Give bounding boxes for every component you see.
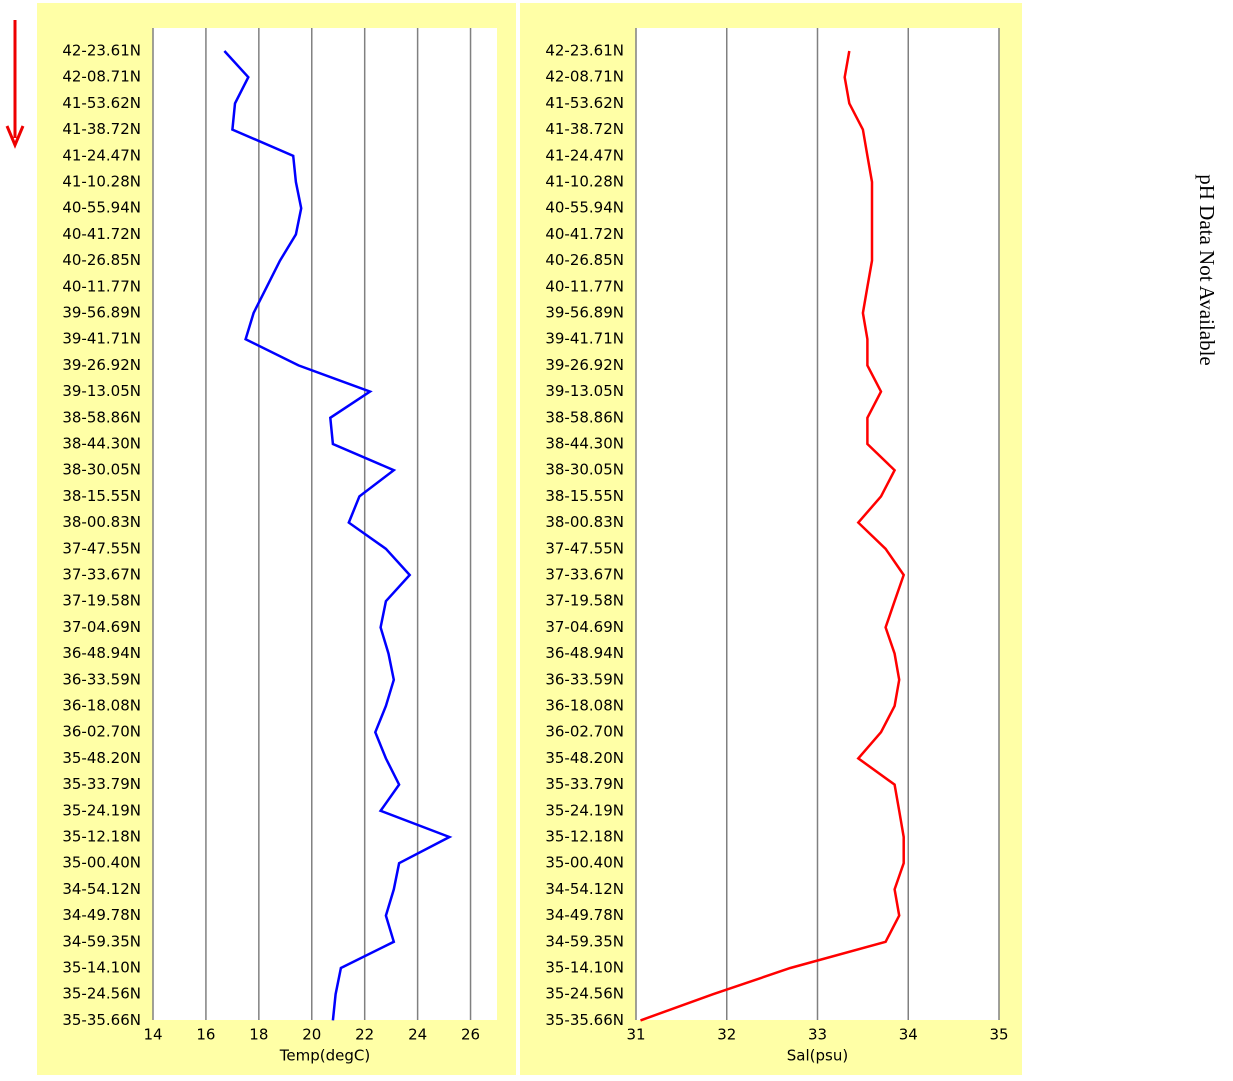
y-tick-label: 41-24.47N	[62, 146, 141, 164]
y-tick-label: 38-00.83N	[62, 513, 141, 531]
y-tick-label: 35-33.79N	[545, 775, 624, 793]
data-line	[640, 50, 906, 1022]
y-tick-label: 35-00.40N	[545, 854, 624, 872]
y-tick-label: 37-04.69N	[545, 618, 624, 636]
y-tick-label: 35-14.10N	[62, 959, 141, 977]
y-tick-label: 41-24.47N	[545, 146, 624, 164]
y-tick-label: 40-26.85N	[62, 251, 141, 269]
x-axis-label: Temp(degC)	[279, 1047, 370, 1065]
y-tick-label: 34-54.12N	[62, 880, 141, 898]
y-tick-label: 39-56.89N	[545, 304, 624, 322]
y-tick-label: 36-48.94N	[545, 644, 624, 662]
y-tick-label: 40-41.72N	[62, 225, 141, 243]
y-tick-label: 37-47.55N	[545, 539, 624, 557]
y-tick-label: 40-11.77N	[545, 277, 624, 295]
y-tick-label: 38-00.83N	[545, 513, 624, 531]
x-tick-label: 18	[249, 1026, 268, 1044]
y-tick-label: 35-24.19N	[545, 801, 624, 819]
y-tick-label: 42-08.71N	[62, 68, 141, 86]
y-tick-label: 35-35.66N	[62, 1011, 141, 1029]
x-tick-label: 20	[302, 1026, 321, 1044]
y-tick-label: 38-15.55N	[62, 487, 141, 505]
y-tick-label: 41-10.28N	[545, 173, 624, 191]
y-tick-label: 38-15.55N	[545, 487, 624, 505]
y-tick-label: 41-53.62N	[545, 94, 624, 112]
x-axis-label: Sal(psu)	[787, 1047, 848, 1065]
y-tick-label: 37-19.58N	[545, 592, 624, 610]
y-tick-label: 35-14.10N	[545, 959, 624, 977]
x-tick-label: 33	[808, 1026, 827, 1044]
y-tick-label: 37-04.69N	[62, 618, 141, 636]
x-tick-label: 14	[143, 1026, 162, 1044]
y-tick-label: 41-53.62N	[62, 94, 141, 112]
y-tick-label: 34-59.35N	[545, 932, 624, 950]
x-tick-label: 24	[408, 1026, 427, 1044]
y-tick-label: 35-12.18N	[545, 828, 624, 846]
y-tick-label: 37-33.67N	[62, 566, 141, 584]
y-tick-label: 34-49.78N	[545, 906, 624, 924]
y-tick-label: 36-33.59N	[62, 670, 141, 688]
y-tick-label: 38-44.30N	[545, 435, 624, 453]
y-tick-label: 39-26.92N	[62, 356, 141, 374]
y-tick-label: 42-23.61N	[545, 42, 624, 60]
y-tick-label: 38-58.86N	[62, 408, 141, 426]
y-tick-label: 39-13.05N	[62, 382, 141, 400]
x-tick-label: 34	[899, 1026, 918, 1044]
y-tick-label: 40-55.94N	[62, 199, 141, 217]
y-tick-label: 34-54.12N	[545, 880, 624, 898]
y-tick-label: 35-24.19N	[62, 801, 141, 819]
y-tick-label: 41-38.72N	[62, 120, 141, 138]
y-tick-label: 39-26.92N	[545, 356, 624, 374]
y-tick-label: 40-55.94N	[545, 199, 624, 217]
arrow-head	[5, 125, 25, 149]
plot-area	[153, 28, 497, 1020]
x-tick-label: 35	[989, 1026, 1008, 1044]
y-tick-label: 36-02.70N	[62, 723, 141, 741]
y-tick-label: 40-26.85N	[545, 251, 624, 269]
y-tick-label: 41-38.72N	[545, 120, 624, 138]
y-tick-label: 36-18.08N	[62, 697, 141, 715]
y-tick-label: 42-23.61N	[62, 42, 141, 60]
data-line	[223, 50, 453, 1021]
y-tick-label: 35-35.66N	[545, 1011, 624, 1029]
y-tick-label: 37-33.67N	[545, 566, 624, 584]
y-tick-label: 37-47.55N	[62, 539, 141, 557]
y-tick-label: 35-24.56N	[545, 985, 624, 1003]
y-tick-label: 41-10.28N	[62, 173, 141, 191]
y-tick-label: 39-41.71N	[62, 330, 141, 348]
y-tick-label: 34-59.35N	[62, 932, 141, 950]
x-tick-label: 26	[461, 1026, 480, 1044]
y-tick-label: 39-56.89N	[62, 304, 141, 322]
y-tick-label: 40-11.77N	[62, 277, 141, 295]
note: pH Data Not Available	[1195, 174, 1219, 365]
y-tick-label: 38-30.05N	[62, 461, 141, 479]
y-tick-label: 36-48.94N	[62, 644, 141, 662]
y-tick-label: 40-41.72N	[545, 225, 624, 243]
y-tick-label: 35-48.20N	[62, 749, 141, 767]
y-tick-label: 35-33.79N	[62, 775, 141, 793]
y-tick-label: 35-24.56N	[62, 985, 141, 1003]
y-tick-label: 36-02.70N	[545, 723, 624, 741]
y-tick-label: 42-08.71N	[545, 68, 624, 86]
x-tick-label: 31	[626, 1026, 645, 1044]
y-tick-label: 39-13.05N	[545, 382, 624, 400]
y-tick-label: 36-33.59N	[545, 670, 624, 688]
y-tick-label: 38-44.30N	[62, 435, 141, 453]
y-tick-label: 38-58.86N	[545, 408, 624, 426]
y-tick-label: 35-48.20N	[545, 749, 624, 767]
y-tick-label: 38-30.05N	[545, 461, 624, 479]
x-tick-label: 22	[355, 1026, 374, 1044]
y-tick-label: 34-49.78N	[62, 906, 141, 924]
y-tick-label: 37-19.58N	[62, 592, 141, 610]
y-tick-label: 35-00.40N	[62, 854, 141, 872]
x-tick-label: 32	[717, 1026, 736, 1044]
y-tick-label: 39-41.71N	[545, 330, 624, 348]
y-tick-label: 36-18.08N	[545, 697, 624, 715]
y-tick-label: 35-12.18N	[62, 828, 141, 846]
x-tick-label: 16	[196, 1026, 215, 1044]
